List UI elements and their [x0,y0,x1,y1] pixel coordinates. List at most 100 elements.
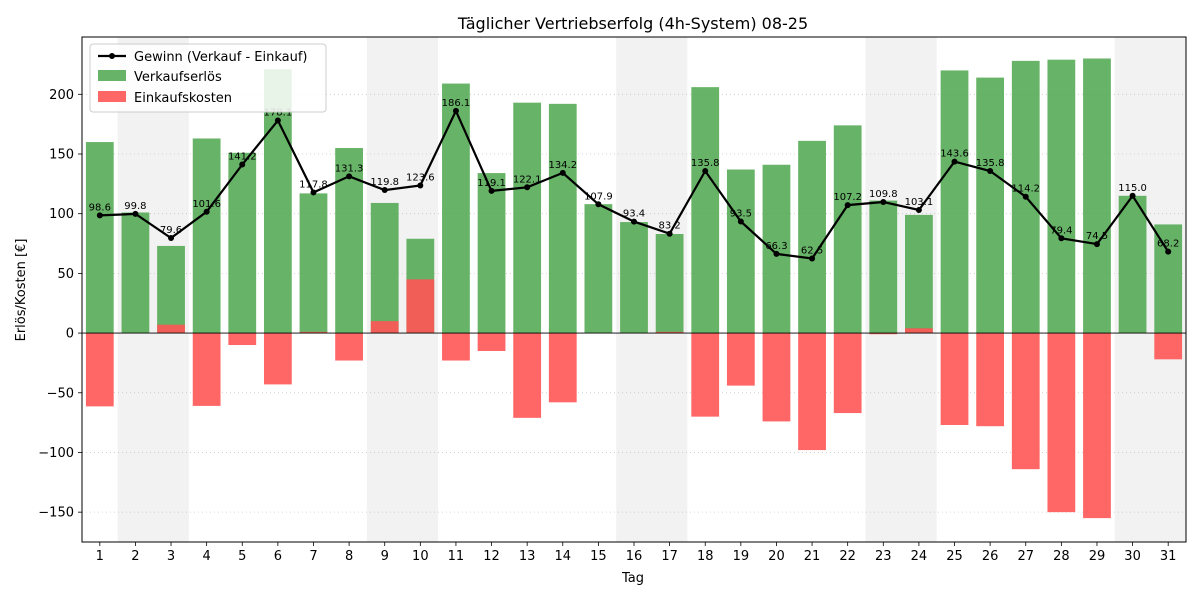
revenue-bar [513,102,542,334]
profit-point [1093,241,1100,248]
profit-value-label: 143.6 [940,149,969,160]
cost-bar [1047,333,1076,513]
x-axis-label: Tag [621,571,644,586]
revenue-bar [1154,224,1183,334]
profit-value-label: 98.6 [89,202,111,213]
profit-point [96,212,103,219]
profit-point [631,218,637,225]
cost-bar [655,331,684,334]
profit-value-label: 117.8 [299,179,328,190]
x-tick-label: 1 [96,549,104,564]
y-tick-label: 0 [66,327,74,342]
profit-point [203,208,210,215]
cost-bar [691,333,720,417]
profit-point [1165,248,1172,255]
profit-value-label: 68.2 [1157,239,1179,250]
profit-value-label: 131.3 [335,163,364,174]
profit-value-label: 135.8 [976,158,1005,169]
x-tick-label: 25 [946,549,963,564]
x-tick-label: 19 [733,549,750,564]
profit-point [987,167,994,174]
cost-bar [905,328,933,334]
profit-value-label: 119.8 [370,177,399,188]
profit-point [310,189,317,196]
profit-point [951,158,958,165]
cost-bar [1011,333,1040,470]
cost-bar [762,333,791,422]
revenue-bar [762,164,791,334]
cost-bar [85,333,114,407]
x-tick-label: 28 [1053,549,1070,564]
legend-marker-profit [109,53,115,59]
x-tick-label: 12 [483,549,500,564]
x-tick-label: 31 [1160,549,1177,564]
profit-point [452,107,459,114]
profit-point [274,117,281,124]
profit-value-label: 178.1 [264,107,293,118]
x-tick-label: 16 [626,549,643,564]
profit-point [773,250,780,257]
profit-point [559,169,566,176]
profit-point [702,167,709,174]
profit-value-label: 186.1 [442,98,471,109]
revenue-bar [477,173,506,334]
y-tick-label: 100 [49,207,74,222]
profit-point [595,201,602,208]
revenue-bar [584,204,613,334]
revenue-bar [299,193,328,334]
x-tick-label: 6 [274,549,282,564]
cost-bar [1083,333,1111,519]
x-tick-label: 14 [555,549,572,564]
revenue-bar [1118,195,1147,334]
profit-value-label: 62.5 [801,245,823,256]
x-tick-label: 21 [804,549,821,564]
cost-bar [976,333,1005,427]
revenue-bar [157,245,185,334]
legend: Gewinn (Verkauf - Einkauf) Verkaufserlös E… [89,43,327,113]
x-tick-label: 29 [1089,549,1106,564]
profit-value-label: 135.8 [691,158,720,169]
profit-point [915,206,922,213]
revenue-bar [798,140,826,334]
y-tick-label: −150 [38,506,74,521]
legend-swatch-cost [98,91,126,102]
profit-value-label: 109.8 [869,189,898,200]
revenue-bar [905,214,933,334]
profit-value-label: 123.6 [406,173,435,184]
profit-point [844,202,851,209]
profit-value-label: 107.9 [584,191,613,202]
revenue-bar [85,142,114,334]
x-tick-label: 13 [519,549,536,564]
revenue-bar [442,83,470,334]
profit-point [381,187,388,194]
x-tick-label: 15 [590,549,607,564]
cost-bar [940,333,969,426]
x-tick-label: 10 [412,549,429,564]
revenue-bar [691,87,720,334]
x-tick-label: 17 [661,549,678,564]
y-tick-label: −100 [38,446,74,461]
x-tick-label: 23 [875,549,892,564]
profit-value-label: 93.4 [623,209,645,220]
cost-bar [1154,333,1183,360]
cost-bar [299,331,328,334]
revenue-bar [620,222,648,334]
profit-value-label: 101.6 [192,199,221,210]
profit-value-label: 119.1 [477,178,506,189]
profit-value-label: 74.5 [1086,231,1108,242]
revenue-bar [548,103,577,334]
x-tick-label: 2 [131,549,139,564]
profit-point [1022,193,1029,200]
legend-label-cost: Einkaufskosten [134,91,232,106]
x-tick-label: 26 [982,549,999,564]
revenue-bar [1047,59,1076,334]
x-tick-label: 8 [345,549,353,564]
x-tick-label: 20 [768,549,785,564]
profit-value-label: 122.1 [513,174,542,185]
legend-label-revenue: Verkaufserlös [134,70,222,85]
x-tick-label: 22 [839,549,856,564]
legend-swatch-revenue [98,70,126,81]
profit-value-label: 103.1 [905,197,934,208]
